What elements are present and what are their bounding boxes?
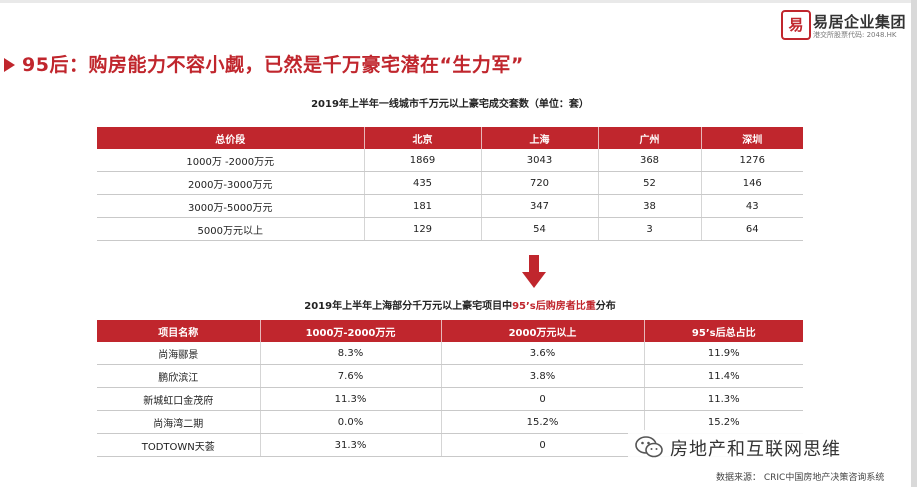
table-cell: 43 (700, 194, 803, 218)
table1-caption: 2019年上半年一线城市千万元以上豪宅成交套数（单位：套） (311, 99, 589, 110)
table-cell: 11.3% (643, 387, 803, 411)
table-cell: 3000万-5000万元 (97, 194, 364, 218)
brand-stock-code: 港交所股票代码: 2048.HK (813, 31, 897, 39)
table-cell: 3 (597, 217, 701, 241)
table-cell: 1000万 -2000万元 (97, 149, 364, 172)
table-cell: 435 (363, 171, 481, 195)
table-row: 5000万元以上 129 54 3 64 (97, 217, 803, 241)
table2-caption-suffix: 分布 (595, 301, 616, 312)
table-cell: 15.2% (440, 410, 644, 434)
watermark-text: 房地产和互联网思维 (670, 439, 841, 460)
table-cell: 2000万-3000万元 (97, 171, 364, 195)
table-cell: 0.0% (259, 410, 441, 434)
table-cell: 0 (440, 433, 644, 457)
table-cell: 31.3% (259, 433, 441, 457)
table-cell: 64 (700, 217, 803, 241)
table-header-row: 总价段 北京 上海 广州 深圳 (97, 127, 803, 149)
table-cell: 720 (480, 171, 598, 195)
table-row: 1000万 -2000万元 1869 3043 368 1276 (97, 149, 803, 172)
table2-caption-prefix: 2019年上半年上海部分千万元以上豪宅项目中 (304, 301, 513, 312)
post95-share-table: 项目名称 1000万-2000万元 2000万元以上 95’s后总占比 尚海郦景… (97, 320, 803, 457)
table-cell: 尚海湾二期 (97, 410, 260, 434)
table-cell: 1869 (363, 149, 481, 172)
table2-caption: 2019年上半年上海部分千万元以上豪宅项目中95’s后购房者比重分布 (250, 297, 670, 312)
column-header: 95’s后总占比 (643, 320, 803, 342)
table-cell: 7.6% (259, 364, 441, 388)
table-cell: 鹏欣滨江 (97, 364, 260, 388)
brand-seal-icon: 易 (781, 10, 811, 40)
table-cell: 146 (700, 171, 803, 195)
table-cell: 347 (480, 194, 598, 218)
table-cell: 3.6% (440, 342, 644, 365)
table-cell: 11.9% (643, 342, 803, 365)
down-arrow-icon (522, 255, 546, 289)
page-title: 95后：购房能力不容小觑，已然是千万豪宅潜在“生力军” (22, 54, 524, 76)
table-cell: 尚海郦景 (97, 342, 260, 365)
luxury-sales-table: 总价段 北京 上海 广州 深圳 1000万 -2000万元 1869 3043 … (97, 127, 803, 241)
table2-caption-highlight: 95’s后购房者比重 (512, 301, 596, 312)
table-cell: 3.8% (440, 364, 644, 388)
column-header: 广州 (597, 127, 701, 149)
table-cell: 368 (597, 149, 701, 172)
column-header: 1000万-2000万元 (259, 320, 441, 342)
table-cell: 11.4% (643, 364, 803, 388)
table-row: 鹏欣滨江 7.6% 3.8% 11.4% (97, 364, 803, 388)
table-cell: 52 (597, 171, 701, 195)
table-cell: 11.3% (259, 387, 441, 411)
table-cell: 38 (597, 194, 701, 218)
table-cell: 8.3% (259, 342, 441, 365)
table-header-row: 项目名称 1000万-2000万元 2000万元以上 95’s后总占比 (97, 320, 803, 342)
table-cell: 0 (440, 387, 644, 411)
wechat-icon (635, 436, 663, 458)
column-header: 上海 (480, 127, 598, 149)
data-source-note: 数据来源： CRIC中国房地产决策咨询系统 (716, 473, 885, 483)
column-header: 2000万元以上 (440, 320, 644, 342)
right-edge-shade (911, 0, 917, 487)
wechat-watermark: 房地产和互联网思维 (628, 430, 890, 464)
table-cell: 181 (363, 194, 481, 218)
table-cell: 129 (363, 217, 481, 241)
table-row: 3000万-5000万元 181 347 38 43 (97, 194, 803, 218)
table-cell: 1276 (700, 149, 803, 172)
brand-name: 易居企业集团 (813, 13, 907, 31)
table-cell: 3043 (480, 149, 598, 172)
table-row: 新城虹口金茂府 11.3% 0 11.3% (97, 387, 803, 411)
column-header: 项目名称 (97, 320, 260, 342)
table-cell: 新城虹口金茂府 (97, 387, 260, 411)
brand-logo: 易 易居企业集团 港交所股票代码: 2048.HK (781, 10, 911, 40)
table-row: 2000万-3000万元 435 720 52 146 (97, 171, 803, 195)
table-cell: TODTOWN天荟 (97, 433, 260, 457)
table-row: 尚海湾二期 0.0% 15.2% 15.2% (97, 410, 803, 434)
table-row: 尚海郦景 8.3% 3.6% 11.9% (97, 342, 803, 365)
table-cell: 54 (480, 217, 598, 241)
column-header: 总价段 (97, 127, 364, 149)
table-cell: 5000万元以上 (97, 217, 364, 241)
column-header: 北京 (363, 127, 481, 149)
top-border (0, 0, 917, 3)
title-marker-icon (4, 58, 15, 72)
column-header: 深圳 (700, 127, 803, 149)
